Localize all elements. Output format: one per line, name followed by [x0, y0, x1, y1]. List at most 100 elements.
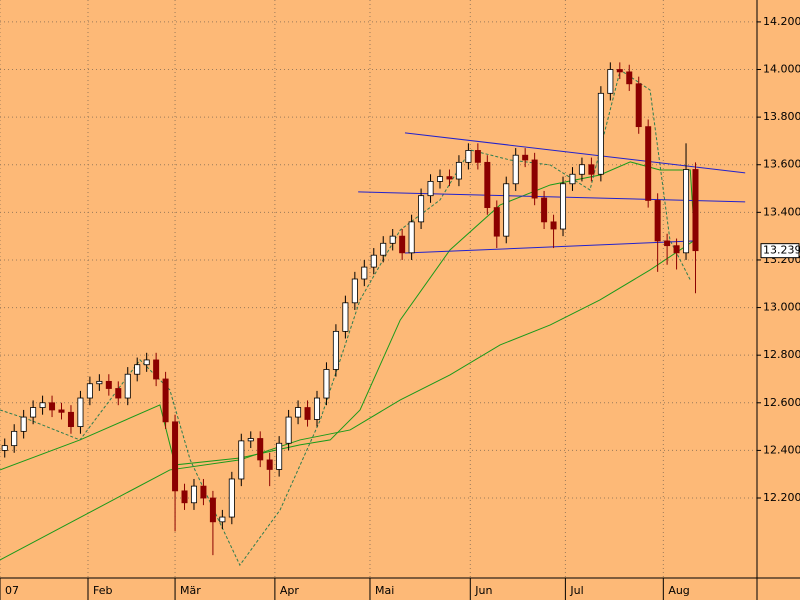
candle-body: [67, 411, 74, 427]
y-tick-label: 14.200: [763, 15, 800, 28]
candle-body: [437, 176, 444, 182]
candle-body: [39, 402, 46, 408]
candle-body: [446, 176, 453, 180]
candle-body: [219, 516, 226, 523]
candle-body: [399, 235, 406, 254]
last-price-box: [760, 243, 800, 259]
candle-body: [607, 69, 614, 94]
y-tick-label: 12.200: [763, 491, 800, 504]
candle-body: [276, 442, 283, 470]
candle-body: [560, 183, 567, 230]
y-tick-label: 14.000: [763, 63, 800, 76]
candle-body: [380, 242, 387, 256]
candle-body: [351, 278, 358, 304]
candle-body: [96, 380, 103, 385]
candle-body: [455, 161, 462, 180]
candle-body: [238, 440, 245, 480]
candle-body: [304, 407, 311, 420]
candle-body: [616, 69, 623, 73]
candle-body: [295, 407, 302, 418]
candle-body: [30, 407, 37, 418]
candle-body: [209, 497, 216, 523]
candle-body: [361, 266, 368, 280]
candle-body: [153, 359, 160, 380]
candle-body: [465, 150, 472, 163]
candle-body: [134, 364, 141, 375]
moving-average: [0, 239, 696, 561]
candle-body: [162, 378, 169, 423]
y-tick-label: 12.600: [763, 396, 800, 409]
candle-body: [512, 154, 519, 185]
trend-line: [404, 132, 746, 174]
candle-body: [389, 235, 396, 244]
candle-body: [143, 359, 150, 366]
candle-body: [522, 154, 529, 161]
x-tick-label: Jun: [474, 584, 492, 597]
moving-average: [0, 161, 696, 471]
candle-body: [313, 397, 320, 420]
candle-body: [228, 478, 235, 518]
candle-body: [503, 183, 510, 237]
x-tick-label: Mai: [375, 584, 394, 597]
x-tick-label: Apr: [280, 584, 300, 597]
candle-body: [474, 150, 481, 163]
candle-body: [49, 402, 56, 411]
candle-body: [692, 169, 699, 252]
last-price-label: 13.239: [763, 244, 800, 257]
y-tick-label: 13.400: [763, 205, 800, 218]
candle-body: [323, 369, 330, 399]
candle-body: [645, 126, 652, 201]
y-tick-label: 13.000: [763, 301, 800, 314]
y-tick-label: 12.400: [763, 443, 800, 456]
candle-body: [86, 383, 93, 399]
y-tick-label: 13.600: [763, 158, 800, 171]
candle-body: [673, 245, 680, 254]
y-tick-label: 13.800: [763, 110, 800, 123]
candle-body: [190, 485, 197, 504]
candle-body: [77, 397, 84, 427]
candle-body: [257, 438, 264, 461]
candle-body: [247, 438, 254, 442]
x-tick-label: Aug: [668, 584, 689, 597]
candle-body: [427, 180, 434, 197]
candle-body: [578, 164, 585, 175]
candle-body: [664, 240, 671, 247]
x-tick-label: Jul: [569, 584, 583, 597]
candle-body: [408, 221, 415, 254]
candle-body: [11, 430, 18, 447]
candle-body: [531, 159, 538, 199]
candle-body: [418, 195, 425, 223]
candle-body: [370, 254, 377, 268]
candle-body: [597, 92, 604, 175]
x-tick-label: Feb: [93, 584, 112, 597]
candle-body: [115, 388, 122, 399]
candle-body: [266, 459, 273, 470]
candle-body: [285, 416, 292, 444]
candle-body: [654, 200, 661, 242]
candle-body: [635, 83, 642, 128]
candle-body: [541, 197, 548, 223]
candle-body: [493, 207, 500, 237]
candle-body: [58, 409, 65, 413]
y-tick-label: 12.800: [763, 348, 800, 361]
trend-line: [358, 191, 746, 203]
candle-body: [484, 161, 491, 208]
candle-body: [332, 330, 339, 370]
candle-body: [172, 421, 179, 492]
candle-body: [1, 445, 8, 451]
candle-body: [588, 164, 595, 175]
x-tick-label: 07: [5, 584, 19, 597]
candle-body: [683, 169, 690, 254]
candle-body: [105, 380, 112, 389]
candle-body: [200, 485, 207, 499]
candle-body: [124, 373, 131, 399]
candle-body: [569, 173, 576, 185]
trend-line: [404, 240, 696, 254]
candle-body: [20, 416, 27, 432]
x-tick-label: Mär: [180, 584, 201, 597]
candle-body: [342, 302, 349, 332]
candle-body: [550, 221, 557, 230]
candle-body: [181, 490, 188, 504]
candle-body: [626, 71, 633, 85]
